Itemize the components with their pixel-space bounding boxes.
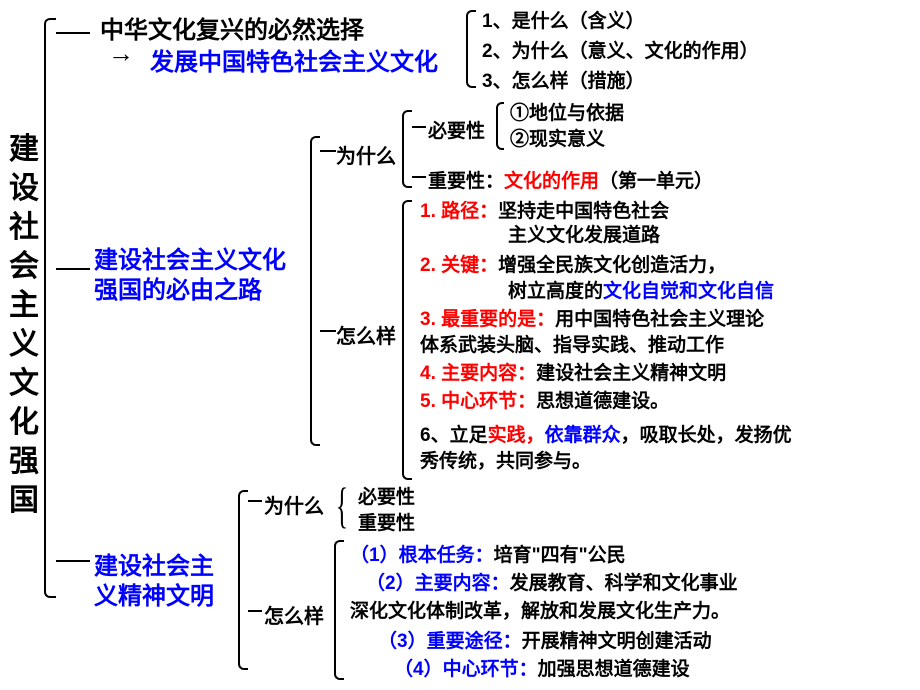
b2-how-1-red: 1. 路径： [420,201,498,222]
b2-how-2-b1: 增强全民族文化创造活力， [498,255,726,276]
b2-how-1: 1. 路径：坚持走中国特色社会 [420,196,669,223]
b2-imp-suffix: （第一单元） [599,171,713,192]
b2-nec-0: ①地位与依据 [510,98,624,125]
b3-how-3: （3）重要途径：开展精神文明创建活动 [378,626,712,653]
b1-item-1: 2、为什么（意义、文化的作用） [482,36,759,63]
b3-how-1-black: 培育"四有"公民 [494,545,626,566]
b2-how-3-red: 3. 最重要的是： [420,309,555,330]
b2-why-bracket [402,110,412,188]
b2-how-4-b1: 建设社会主义精神文明 [536,363,726,384]
b3-how-4: （4）中心环节：加强思想道德建设 [394,654,690,681]
b2-how-2-b2: 树立高度的 [508,281,603,302]
b2-nec-bracket [496,102,504,150]
b3-why-1: 重要性 [358,508,415,535]
b2-title-l2: 强国的必由之路 [94,270,262,305]
arrow-b1: → [108,38,134,69]
b3-how-1-blue: （1）根本任务： [350,545,494,566]
b3-how-bracket [334,540,344,680]
b2-how-5-red: 5. 中心环节： [420,391,536,412]
b3-how-3-blue: （3）重要途径： [378,631,522,652]
b1-item-2: 3、怎么样（措施） [482,66,645,93]
b2-importance: 重要性：文化的作用（第一单元） [428,166,713,193]
b3-title-l2: 义精神文明 [94,576,214,611]
b3-how-2-blue: （2）主要内容： [366,573,510,594]
b3-how-label: 怎么样 [264,600,324,629]
b3-tick-why [248,500,262,502]
b2-how-label: 怎么样 [336,320,396,349]
b2-imp-label: 重要性： [428,171,504,192]
main-bracket [44,18,56,598]
b3-why-curly: { [336,480,348,530]
b3-how-4-black: 加强思想道德建设 [538,659,690,680]
b1-top: 中华文化复兴的必然选择 [100,10,364,45]
b2-how-6: 6、立足实践，依靠群众，吸取长处，发扬优 [420,420,792,447]
b3-bracket [238,490,248,670]
b3-how-2-black: 发展教育、科学和文化事业 [510,573,738,594]
b3-how-2b: 深化文化体制改革，解放和发展文化生产力。 [350,596,730,623]
root-title: 建设社会主义文化强国 [8,130,40,520]
b2-tick-why [320,150,336,152]
b2-how-2-red: 2. 关键： [420,255,498,276]
b3-why-label: 为什么 [264,490,324,519]
b3-how-4-blue: （4）中心环节： [394,659,538,680]
b2-how-bracket [402,200,412,480]
b3-how-3-black: 开展精神文明创建活动 [522,631,712,652]
b3-how-1: （1）根本任务：培育"四有"公民 [350,540,626,567]
b2-how-1-b1: 坚持走中国特色社会 [498,201,669,222]
b1-blue: 发展中国特色社会主义文化 [150,42,438,77]
b2-nec-1: ②现实意义 [510,124,605,151]
tick-branch1 [56,32,90,34]
b2-how-3-l2: 体系武装头脑、指导实践、推动工作 [420,330,724,357]
b2-how-4: 4. 主要内容：建设社会主义精神文明 [420,358,726,385]
b2-imp-red: 文化的作用 [504,171,599,192]
b2-why-tick1 [412,126,426,128]
b2-how-5-b1: 思想道德建设。 [536,391,669,412]
b2-how-3-b1: 用中国特色社会主义理论 [555,309,764,330]
b2-how-2: 2. 关键：增强全民族文化创造活力， [420,250,726,277]
tick-branch3 [56,560,90,562]
b2-how-2-blue: 文化自觉和文化自信 [603,281,774,302]
b3-why-0: 必要性 [358,482,415,509]
b3-how-2: （2）主要内容：发展教育、科学和文化事业 [366,568,738,595]
b2-how-1-l2: 主义文化发展道路 [508,220,660,247]
b3-tick-how [248,610,262,612]
b2-why-label: 为什么 [336,140,396,169]
b2-necessity: 必要性 [428,116,485,143]
b2-how-6-r1: 实践， [488,425,545,446]
b2-why-tick2 [412,176,426,178]
b1-item-0: 1、是什么（含义） [482,6,645,33]
b2-how-3: 3. 最重要的是：用中国特色社会主义理论 [420,304,764,331]
tick-branch2 [56,268,90,270]
b1-bracket [466,10,476,88]
b2-how-6-b1: ，吸取长处，发扬优 [621,425,792,446]
b2-how-6-l2: 秀传统，共同参与。 [420,446,591,473]
b2-bracket [310,136,320,446]
b2-tick-how [320,330,336,332]
b2-how-2-l2: 树立高度的文化自觉和文化自信 [508,276,774,303]
b2-how-4-red: 4. 主要内容： [420,363,536,384]
b2-how-6-blue: 依靠群众 [545,425,621,446]
b2-how-6-pre: 6、立足 [420,425,488,446]
b2-how-5: 5. 中心环节：思想道德建设。 [420,386,669,413]
